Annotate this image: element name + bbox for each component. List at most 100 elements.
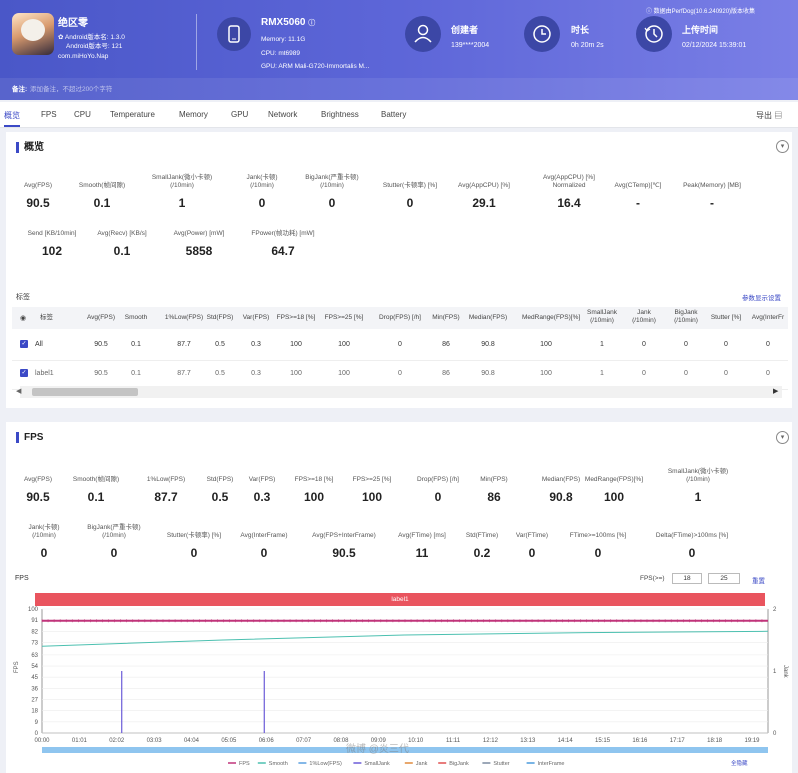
header-divider <box>196 14 197 70</box>
x-tick-label: 17:17 <box>670 738 686 744</box>
y2-tick-label: 1 <box>773 669 777 675</box>
export-icon: ▤ <box>774 111 783 120</box>
x-tick-label: 10:10 <box>408 738 424 744</box>
x-tick-label: 05:05 <box>221 738 237 744</box>
metric-value: 0.5 <box>211 490 229 504</box>
table-cell: 90.8 <box>481 341 495 348</box>
metric-label: Avg(FPS+InterFrame) <box>312 532 376 539</box>
tab-cpu[interactable]: CPU <box>74 110 91 119</box>
metric-value: 0 <box>258 196 266 210</box>
table-cell: 100 <box>290 370 302 377</box>
metric-label: SmallJank(微小卡顿) (/10min) <box>151 174 213 189</box>
table-cell: 0 <box>766 341 770 348</box>
y2-tick-label: 2 <box>773 607 777 613</box>
metric-value: 1 <box>694 490 702 504</box>
table-header-cell: 标签 <box>40 314 53 321</box>
metric-value: 0 <box>594 546 602 560</box>
table-cell: 0.1 <box>131 341 141 348</box>
table-cell: 0 <box>684 341 688 348</box>
info-icon[interactable]: ⓘ <box>308 20 316 27</box>
table-header-cell: FPS>=18 [%] <box>276 314 316 321</box>
h-scrollbar[interactable] <box>20 386 782 398</box>
table-cell: 87.7 <box>177 341 191 348</box>
table-cell: 86 <box>442 341 450 348</box>
tab-battery[interactable]: Battery <box>381 110 407 119</box>
metric-value: 29.1 <box>472 196 496 210</box>
scroll-right-icon[interactable]: ▶ <box>773 388 779 395</box>
metric-value: 0 <box>260 546 268 560</box>
export-button[interactable]: 导出 ▤ <box>756 111 783 120</box>
table-cell: 0.5 <box>215 341 225 348</box>
table-cell: 0.3 <box>251 370 261 377</box>
fps-threshold-input-1[interactable]: 18 <box>672 573 702 584</box>
metric-value: 0.1 <box>87 490 105 504</box>
metric-value: 0 <box>528 546 536 560</box>
x-tick-label: 02:02 <box>109 738 125 744</box>
collapse-icon[interactable]: ▾ <box>776 140 789 153</box>
table-header-cell: Min(FPS) <box>432 314 460 321</box>
legend-label: InterFrame <box>538 761 565 767</box>
metric-label: Drop(FPS) [/h] <box>417 476 459 483</box>
overview-title: 概览 <box>16 142 44 153</box>
x-tick-label: 19:19 <box>744 738 760 744</box>
table-cell: 100 <box>338 341 350 348</box>
time-range-slider <box>42 747 768 753</box>
metric-label: Var(FTime) <box>515 532 549 539</box>
hide-all-button[interactable]: 全隐藏 <box>731 759 748 767</box>
tags-settings-link[interactable]: 参数显示设置 <box>742 295 781 302</box>
metric-label: Avg(InterFrame) <box>240 532 288 539</box>
tab-overview[interactable]: 概览 <box>4 110 20 127</box>
note-input[interactable]: 添加备注，不超过200个字符 <box>30 86 113 93</box>
table-header-cell: Stutter [%] <box>710 314 742 321</box>
table-header-cell: Jank (/10min) <box>632 309 656 324</box>
metric-label: BigJank(严重卡顿) (/10min) <box>87 524 141 539</box>
metric-value: 86 <box>487 490 501 504</box>
x-tick-label: 00:00 <box>34 738 50 744</box>
y-tick-label: 91 <box>31 618 38 624</box>
table-cell: 0 <box>724 341 728 348</box>
scrollbar-thumb[interactable] <box>32 388 138 396</box>
label-bar[interactable]: label1 <box>35 593 765 606</box>
row-checkbox[interactable]: ✓ <box>20 340 28 348</box>
x-tick-label: 11:11 <box>446 738 461 744</box>
table-header-cell: Var(FPS) <box>242 314 270 321</box>
metric-label: BigJank(严重卡顿) (/10min) <box>305 174 359 189</box>
tab-fps[interactable]: FPS <box>41 110 57 119</box>
fps-threshold-input-2[interactable]: 25 <box>708 573 740 584</box>
overview-panel: 概览 ▾ Avg(FPS) 90.5 Smooth(帧间隙) 0.1 SmallJank… <box>6 132 792 408</box>
fps-chart[interactable]: 0 9 18 27 36 45 54 63 73 82 91 100 0 1 2 FPS Jank 00:00 01… <box>6 593 792 773</box>
scroll-left-icon[interactable]: ◀ <box>16 388 22 395</box>
table-header-cell: Std(FPS) <box>206 314 234 321</box>
x-tick-label: 13:13 <box>520 738 536 744</box>
tab-memory[interactable]: Memory <box>179 110 208 119</box>
row-checkbox[interactable]: ✓ <box>20 369 28 377</box>
table-cell: 100 <box>290 341 302 348</box>
report-header: 绝区零 ✿ Android版本名: 1.3.0 Android版本号: 121 … <box>0 0 798 100</box>
table-cell: 90.8 <box>481 370 495 377</box>
table-cell: 100 <box>540 341 552 348</box>
tab-network[interactable]: Network <box>268 110 298 119</box>
reset-button[interactable]: 重置 <box>752 578 765 585</box>
tab-temperature[interactable]: Temperature <box>110 110 155 119</box>
x-tick-label: 04:04 <box>184 738 200 744</box>
metric-value: 0.1 <box>113 244 131 258</box>
legend-label: Smooth <box>269 761 288 767</box>
metric-label: Smooth(帧间隙) <box>78 182 126 189</box>
header-settings-icon[interactable]: ◉ <box>20 315 27 322</box>
table-cell: 90.5 <box>94 370 108 377</box>
upload-label: 上传时间 <box>682 25 719 35</box>
metric-value: 90.5 <box>26 196 50 210</box>
tab-gpu[interactable]: GPU <box>231 110 249 119</box>
device-gpu: GPU: ARM Mali-G720-Immortalis M... <box>261 63 370 70</box>
tab-brightness[interactable]: Brightness <box>321 110 359 119</box>
collapse-icon[interactable]: ▾ <box>776 431 789 444</box>
metric-value: 0 <box>328 196 336 210</box>
legend-label: BigJank <box>449 761 469 767</box>
y-tick-label: 9 <box>35 720 39 726</box>
metric-label: Avg(AppCPU) [%] Normalized <box>543 174 595 189</box>
table-cell: 0.3 <box>251 341 261 348</box>
metric-label: Avg(Power) [mW] <box>173 230 225 237</box>
x-tick-label: 06:06 <box>259 738 275 744</box>
metric-value: 0 <box>190 546 198 560</box>
legend-label: 1%Low(FPS) <box>309 761 342 767</box>
